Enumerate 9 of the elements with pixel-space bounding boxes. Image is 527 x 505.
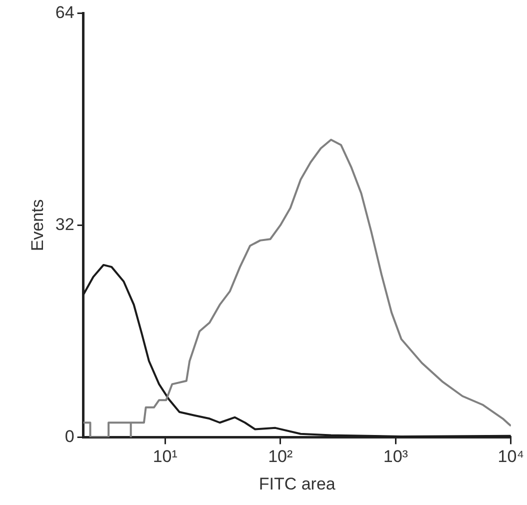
x-tick-label: 10¹ [152,447,178,466]
y-axis-title: Events [28,199,47,252]
y-tick-label: 0 [64,426,74,446]
x-axis-title: FITC area [258,474,336,494]
x-tick-label: 10⁴ [498,447,524,466]
x-tick-label: 10³ [383,447,408,466]
x-tick-label: 10² [268,447,294,466]
y-tick-label: 32 [55,214,74,234]
y-tick-label: 64 [55,2,74,22]
